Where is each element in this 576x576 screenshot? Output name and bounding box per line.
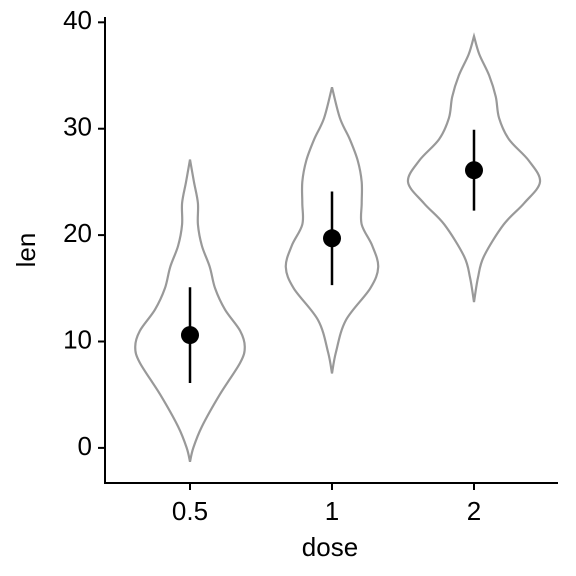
y-tick-label: 30 (63, 112, 92, 142)
mean-point (323, 229, 341, 248)
x-tick-label: 2 (467, 496, 481, 526)
violin (284, 86, 380, 374)
x-tick-label: 1 (325, 496, 339, 526)
y-axis-label: len (11, 233, 41, 268)
y-tick-label: 10 (63, 324, 92, 354)
y-tick-label: 0 (78, 431, 92, 461)
mean-point (465, 161, 483, 180)
y-tick-label: 20 (63, 218, 92, 248)
violin (406, 32, 542, 303)
x-tick-label: 0.5 (172, 496, 208, 526)
violin (134, 159, 246, 462)
mean-point (181, 326, 199, 345)
x-axis-label: dose (302, 532, 358, 562)
y-tick-label: 40 (63, 5, 92, 35)
